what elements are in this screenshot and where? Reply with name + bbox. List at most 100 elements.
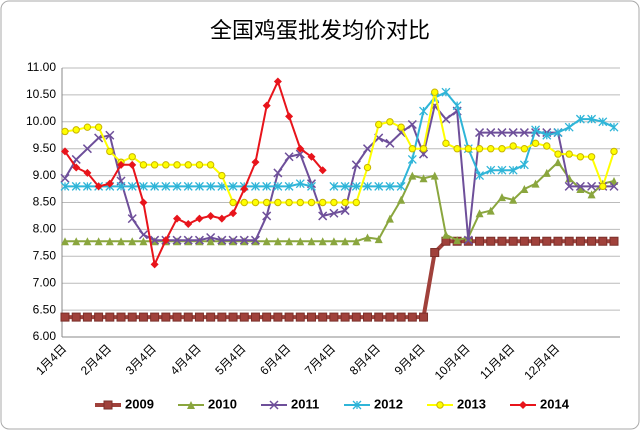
marker — [497, 236, 507, 246]
marker — [509, 195, 518, 204]
marker — [240, 198, 248, 207]
marker — [306, 312, 316, 322]
marker — [184, 220, 193, 229]
marker — [519, 128, 529, 138]
marker — [173, 214, 182, 223]
marker — [150, 181, 160, 191]
marker — [139, 237, 148, 246]
legend-label: 2011 — [291, 396, 319, 411]
marker — [206, 161, 215, 169]
y-tick-label: 10.50 — [26, 87, 56, 101]
marker — [195, 161, 204, 169]
marker — [609, 122, 619, 132]
marker — [475, 128, 485, 138]
marker — [161, 312, 171, 322]
marker — [217, 214, 226, 223]
marker — [351, 312, 361, 322]
y-tick-label: 6.00 — [33, 329, 57, 343]
marker — [116, 312, 126, 322]
marker — [83, 123, 92, 131]
marker — [351, 160, 361, 170]
marker — [284, 181, 294, 191]
marker — [217, 237, 226, 246]
marker — [206, 237, 215, 246]
marker — [610, 176, 618, 185]
marker — [60, 312, 70, 322]
marker — [341, 237, 350, 246]
marker — [206, 312, 216, 322]
marker — [564, 236, 574, 246]
marker — [475, 209, 484, 218]
marker — [239, 235, 249, 245]
marker — [72, 163, 81, 172]
marker — [195, 237, 204, 246]
marker — [117, 237, 126, 246]
marker — [575, 236, 585, 246]
marker — [519, 160, 529, 170]
marker — [273, 237, 282, 246]
marker — [285, 112, 294, 121]
marker — [441, 230, 450, 239]
marker — [228, 181, 238, 191]
marker — [206, 181, 216, 191]
marker — [251, 237, 260, 246]
marker — [195, 214, 204, 223]
marker — [497, 128, 507, 138]
marker — [172, 235, 182, 245]
marker — [229, 198, 237, 207]
marker — [441, 87, 451, 97]
y-tick-label: 9.00 — [33, 168, 57, 182]
marker — [262, 198, 271, 207]
marker — [575, 181, 585, 191]
marker — [329, 181, 339, 191]
marker — [610, 147, 618, 156]
marker — [442, 139, 450, 148]
marker — [587, 114, 597, 124]
marker — [340, 312, 350, 322]
y-tick-label: 7.50 — [33, 248, 57, 262]
marker — [453, 145, 461, 153]
marker — [240, 185, 249, 194]
marker — [329, 208, 339, 218]
marker — [184, 237, 193, 246]
marker — [385, 138, 395, 148]
marker — [564, 122, 574, 132]
marker — [150, 237, 159, 246]
marker — [452, 101, 462, 111]
marker — [419, 312, 429, 322]
marker — [251, 198, 260, 207]
y-tick-label: 8.00 — [33, 222, 57, 236]
marker — [295, 179, 305, 189]
marker — [587, 153, 596, 161]
marker — [486, 206, 495, 215]
marker — [72, 126, 80, 134]
marker — [598, 117, 608, 127]
marker — [318, 312, 328, 322]
series-4 — [61, 88, 618, 207]
marker — [106, 147, 114, 156]
marker — [94, 237, 103, 246]
marker — [396, 181, 406, 191]
marker — [340, 181, 350, 191]
marker — [553, 128, 563, 138]
marker — [172, 312, 182, 322]
marker — [138, 181, 148, 191]
marker — [330, 198, 338, 207]
marker — [117, 160, 126, 169]
marker — [250, 312, 260, 322]
marker — [576, 185, 585, 194]
marker — [554, 150, 562, 158]
marker — [94, 123, 103, 131]
marker — [162, 161, 170, 169]
marker — [83, 168, 92, 177]
marker — [183, 312, 193, 322]
marker — [385, 312, 395, 322]
marker — [609, 181, 619, 191]
marker — [486, 236, 496, 246]
marker — [575, 114, 585, 124]
marker — [228, 235, 238, 245]
marker — [127, 181, 137, 191]
marker — [407, 155, 417, 164]
marker — [553, 158, 562, 167]
